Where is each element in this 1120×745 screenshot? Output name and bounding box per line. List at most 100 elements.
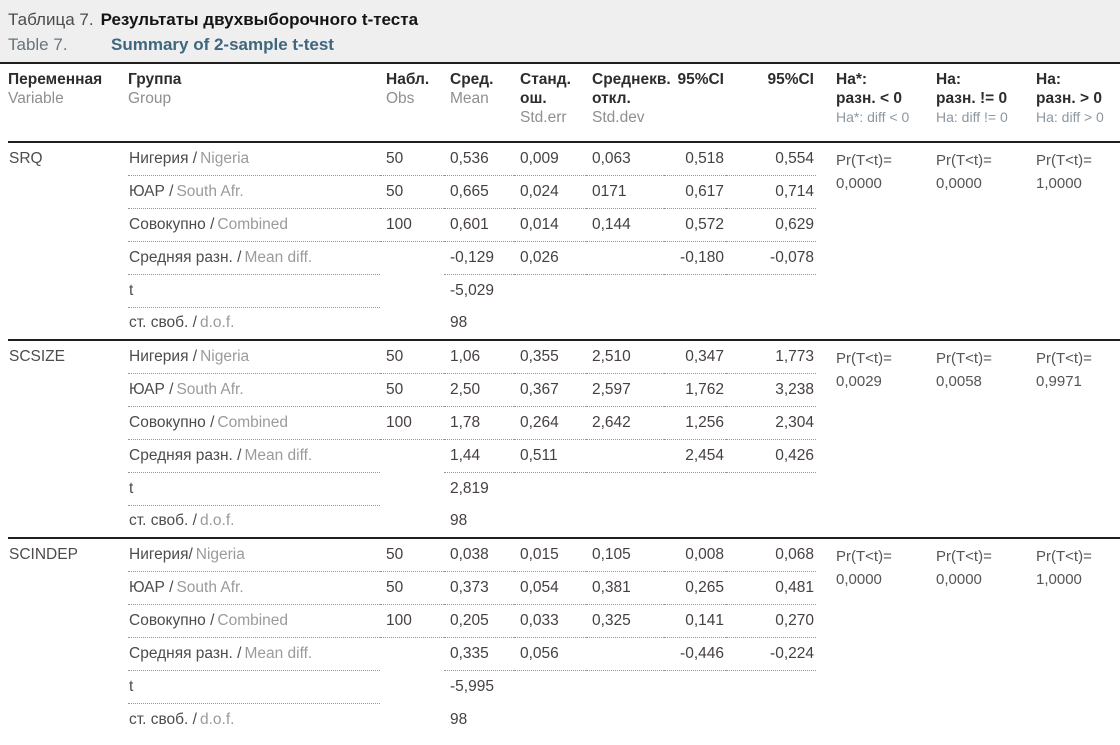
ci-upper-cell [726, 703, 816, 736]
col-header-variable: Переменная Variable [8, 64, 128, 143]
group-label-ru: t [129, 479, 134, 497]
table-row: ст. своб. / d.o.f. 98 [8, 307, 1120, 340]
ci-upper-cell [726, 505, 816, 538]
group-cell: Средняя разн. / Mean diff. [128, 439, 380, 473]
group-label-ru: Средняя разн. / [129, 644, 242, 662]
group-cell: ст. своб. / d.o.f. [128, 703, 380, 736]
stderr-cell: 0,054 [514, 571, 586, 605]
ci-upper-cell: 3,238 [726, 373, 816, 407]
stderr-cell [514, 670, 586, 703]
ci-lower-cell: 0,347 [664, 340, 726, 374]
group-label-en: Nigeria [200, 149, 250, 167]
ha-greater-cell: Pr(T<t)= 0,9971 [1016, 340, 1120, 538]
table-row: SCSIZE Нигерия / Nigeria 50 1,06 0,355 2,510 0,… [8, 340, 1120, 390]
group-label-ru: Средняя разн. / [129, 248, 242, 266]
group-label-ru: Совокупно / [129, 611, 215, 629]
obs-cell: 50 [380, 538, 444, 572]
mean-cell: 1,44 [444, 439, 514, 473]
ci-lower-cell: 0,518 [664, 142, 726, 176]
caption-ru-prefix: Таблица 7. [8, 10, 94, 29]
obs-cell [380, 241, 444, 274]
ci-upper-cell: 0,068 [726, 538, 816, 572]
ha-less-cell: Pr(T<t)= 0,0029 [816, 340, 916, 538]
stderr-cell [514, 505, 586, 538]
group-label-en: Nigeria [200, 347, 250, 365]
obs-cell: 50 [380, 373, 444, 407]
pr-label: Pr(T<t)= [836, 350, 892, 367]
stddev-cell: 0,325 [586, 604, 664, 638]
mean-cell: -5,029 [450, 281, 494, 299]
mean-cell: 0,205 [444, 604, 514, 638]
caption-ru-title: Результаты двухвыборочного t-теста [100, 10, 419, 29]
ci-upper-cell [726, 274, 816, 307]
stderr-cell: 0,015 [514, 538, 586, 572]
stddev-cell: 0,063 [586, 142, 664, 176]
pr-label: Pr(T<t)= [936, 548, 992, 565]
mean-cell: 0,335 [444, 637, 514, 671]
mean-cell: 2,50 [444, 373, 514, 407]
ci-upper-cell [726, 307, 816, 340]
ci-lower-cell: 0,008 [664, 538, 726, 572]
stddev-cell [586, 241, 664, 275]
ci-upper-cell: 0,714 [726, 175, 816, 209]
table-row: Средняя разн. / Mean diff. 0,335 0,056 -0,44… [8, 637, 1120, 671]
ci-lower-cell: 0,617 [664, 175, 726, 209]
col-header-ha-noteq-ru1: Ha: [936, 71, 961, 88]
stderr-cell: 0,355 [514, 340, 586, 374]
group-label-ru: ст. своб. / [129, 710, 197, 728]
col-header-ci-upper: 95%CI [726, 64, 816, 143]
stderr-cell: 0,511 [514, 439, 586, 473]
stddev-cell [586, 439, 664, 473]
caption-en-title: Summary of 2-sample t-test [111, 35, 334, 54]
mean-cell: 0,665 [444, 175, 514, 209]
ci-upper-cell: 2,304 [726, 406, 816, 440]
col-header-ha-less: Ha*: разн. < 0 Ha*: diff < 0 [816, 64, 916, 143]
group-label-ru: ст. своб. / [129, 314, 197, 332]
stderr-cell: 0,367 [514, 373, 586, 407]
col-header-ha-less-en: Ha*: diff < 0 [836, 109, 910, 125]
mean-cell: 98 [450, 314, 468, 331]
stddev-cell [586, 274, 664, 307]
table-row: t -5,029 [8, 274, 1120, 308]
obs-cell: 50 [380, 175, 444, 209]
obs-cell: 50 [380, 142, 444, 176]
ha-less-cell: Pr(T<t)= 0,0000 [816, 142, 916, 340]
table-row: Совокупно / Combined 100 0,601 0,014 0,144 0,5… [8, 208, 1120, 242]
header-row: Переменная Variable Группа Group Набл. O… [8, 64, 1120, 143]
col-header-variable-ru: Переменная [8, 71, 103, 88]
col-header-ha-greater: Ha: разн. > 0 Ha: diff > 0 [1016, 64, 1120, 143]
table-row: ЮАР / South Afr. 50 0,665 0,024 0171 0,617 0,71… [8, 175, 1120, 209]
table-row: SRQ Нигерия / Nigeria 50 0,536 0,009 0,063 0,51… [8, 142, 1120, 192]
group-label-en: South Afr. [176, 578, 244, 596]
ci-upper-cell: -0,224 [726, 637, 816, 671]
group-cell: Нигерия / Nigeria [128, 142, 380, 176]
stderr-cell: 0,264 [514, 406, 586, 440]
mean-cell: 0,536 [444, 142, 514, 176]
group-label-ru: ЮАР / [129, 380, 174, 398]
mean-cell: 98 [450, 710, 468, 728]
table-row: ЮАР / South Afr. 50 0,373 0,054 0,381 0,265 0,4… [8, 571, 1120, 605]
group-cell: t [128, 670, 380, 704]
group-label-en: Nigeria [195, 545, 245, 563]
obs-cell: 100 [380, 604, 444, 638]
group-label-en: Combined [217, 413, 289, 431]
caption-line-ru: Таблица 7. Результаты двухвыборочного t-т… [8, 7, 1110, 32]
pr-value: 0,0000 [936, 175, 982, 192]
group-label-ru: t [129, 677, 134, 695]
group-cell: Совокупно / Combined [128, 208, 380, 242]
pr-label: Pr(T<t)= [936, 152, 992, 169]
pr-value: 0,0000 [936, 571, 982, 588]
group-cell: t [128, 274, 380, 308]
col-header-obs-en: Obs [386, 90, 415, 107]
group-label-ru: ЮАР / [129, 578, 174, 596]
group-label-ru: Средняя разн. / [129, 446, 242, 464]
table-header: Переменная Variable Группа Group Набл. O… [8, 64, 1120, 143]
group-label-ru: Нигерия / [129, 347, 198, 365]
ci-lower-cell: 1,256 [664, 406, 726, 440]
obs-cell: 50 [380, 340, 444, 374]
col-header-mean-ru: Сред. [450, 71, 494, 88]
table-row: t -5,995 [8, 670, 1120, 704]
ha-noteq-cell: Pr(T<t)= 0,0058 [916, 340, 1016, 538]
table-row: Совокупно / Combined 100 0,205 0,033 0,325 0,1… [8, 604, 1120, 638]
obs-cell: 100 [380, 406, 444, 440]
